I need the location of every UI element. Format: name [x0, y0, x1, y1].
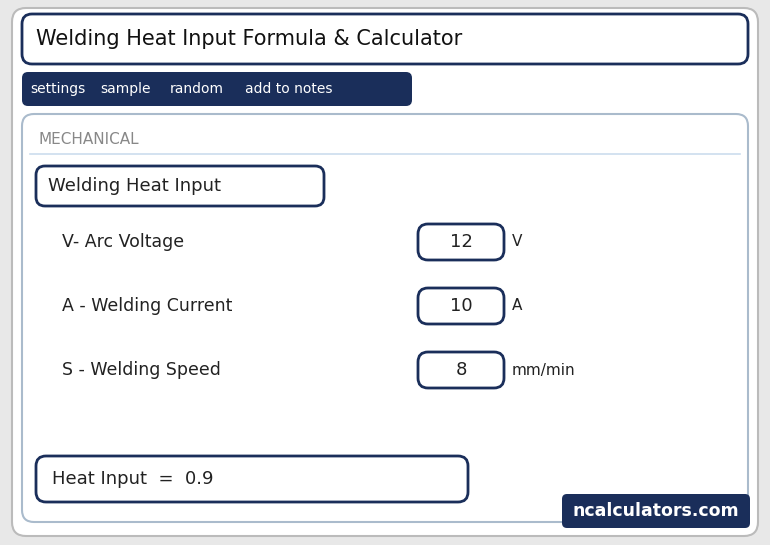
FancyBboxPatch shape [562, 494, 750, 528]
FancyBboxPatch shape [36, 166, 324, 206]
Text: settings: settings [30, 82, 85, 96]
Text: Welding Heat Input Formula & Calculator: Welding Heat Input Formula & Calculator [36, 29, 462, 49]
FancyBboxPatch shape [36, 456, 468, 502]
Text: Welding Heat Input: Welding Heat Input [48, 177, 221, 195]
FancyBboxPatch shape [418, 224, 504, 260]
Text: A: A [512, 299, 522, 313]
FancyBboxPatch shape [12, 8, 758, 536]
FancyBboxPatch shape [418, 288, 504, 324]
FancyBboxPatch shape [22, 72, 412, 106]
Text: 10: 10 [450, 297, 472, 315]
Text: MECHANICAL: MECHANICAL [38, 132, 139, 148]
Text: Heat Input  =  0.9: Heat Input = 0.9 [52, 470, 213, 488]
Text: V: V [512, 234, 522, 250]
Text: add to notes: add to notes [245, 82, 333, 96]
Text: V- Arc Voltage: V- Arc Voltage [62, 233, 184, 251]
Text: sample: sample [100, 82, 150, 96]
Text: A - Welding Current: A - Welding Current [62, 297, 233, 315]
Text: 12: 12 [450, 233, 473, 251]
Text: S - Welding Speed: S - Welding Speed [62, 361, 221, 379]
FancyBboxPatch shape [418, 352, 504, 388]
FancyBboxPatch shape [22, 114, 748, 522]
Text: random: random [170, 82, 224, 96]
FancyBboxPatch shape [22, 14, 748, 64]
Text: ncalculators.com: ncalculators.com [573, 502, 739, 520]
Text: 8: 8 [455, 361, 467, 379]
Text: mm/min: mm/min [512, 362, 576, 378]
